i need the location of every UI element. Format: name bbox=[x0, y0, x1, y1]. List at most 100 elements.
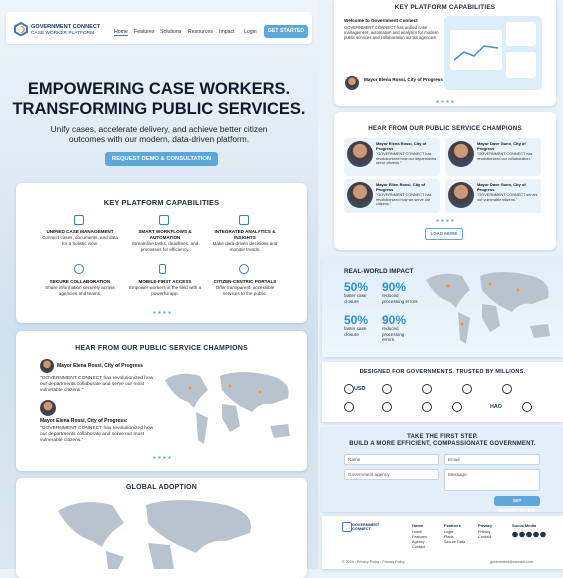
icon bbox=[239, 215, 249, 225]
avatar bbox=[40, 359, 54, 373]
feature-title: CITIZEN-CENTRIC PORTALS bbox=[213, 279, 277, 284]
logo-seal bbox=[462, 384, 472, 394]
trust-section bbox=[322, 362, 563, 422]
email-input[interactable]: Email bbox=[444, 454, 540, 465]
testimonial-name: Mayor Ellen Rossi, City of Progress bbox=[376, 182, 426, 192]
message-input[interactable]: Message bbox=[444, 469, 540, 491]
feature-text: Connect cases, documents, and data for a… bbox=[42, 235, 118, 246]
testimonial-name: Mayor Elena Rossi, City of Progress bbox=[376, 141, 427, 151]
feature-text: Streamline tasks, deadlines, and process… bbox=[131, 241, 199, 252]
name-input[interactable]: Name bbox=[344, 454, 439, 465]
footer-link[interactable]: Plans bbox=[444, 535, 454, 539]
secondary-page: KEY PLATFORM CAPABILITIES Welcome to Gov… bbox=[322, 0, 563, 569]
footer-link[interactable]: Home bbox=[412, 530, 423, 534]
carousel-dots[interactable] bbox=[435, 219, 455, 222]
social-icons[interactable] bbox=[512, 531, 546, 538]
footer-heading: Home bbox=[412, 523, 424, 528]
testimonial-name: Mayor Elena Rossi, City of Progress: bbox=[40, 418, 128, 424]
features-card bbox=[16, 183, 307, 323]
section-title: GLOBAL ADOPTION bbox=[125, 484, 198, 491]
footer-link[interactable]: Agency bbox=[412, 540, 425, 544]
testimonial-quote: "GOVERNMENT CONNECT serves our vulnerabl… bbox=[477, 193, 538, 202]
section-title: KEY PLATFORM CAPABILITIES bbox=[394, 4, 496, 11]
section-title: KEY PLATFORM CAPABILITIES bbox=[103, 198, 220, 207]
contact-title: TAKE THE FIRST STEP. bbox=[407, 434, 478, 440]
nav-link[interactable]: Home bbox=[114, 29, 128, 36]
load-more-button[interactable]: LOAD MORE bbox=[425, 228, 463, 240]
testimonial-name: Mayor Elena Rossi, City of Progress bbox=[57, 363, 143, 369]
nav-link[interactable]: Features bbox=[134, 29, 155, 35]
avatar bbox=[347, 141, 373, 167]
carousel-dots[interactable] bbox=[152, 456, 172, 459]
stat-label: reduced processing errors bbox=[382, 293, 418, 304]
footer-link[interactable]: Login bbox=[444, 530, 454, 534]
feature-title: SECURE COLLABORATION bbox=[49, 279, 111, 284]
feature-text: Share information securely across agenci… bbox=[45, 285, 115, 296]
feature-title: UNIFIED CASE MANAGEMENT bbox=[46, 229, 114, 234]
avatar bbox=[40, 400, 56, 416]
brand-sub: CASE WORKER PLATFORM bbox=[31, 31, 95, 36]
nav-link[interactable]: Impact bbox=[219, 29, 235, 35]
icon bbox=[159, 264, 166, 274]
testimonial-name: Mayor Elena Rossi, City of Progress bbox=[364, 77, 443, 82]
logo-seal bbox=[382, 384, 392, 394]
logo-seal bbox=[422, 384, 432, 394]
carousel-dots[interactable] bbox=[435, 100, 455, 103]
logo-seal bbox=[522, 402, 532, 412]
nav-link[interactable]: Solutions bbox=[160, 29, 182, 35]
avatar bbox=[347, 182, 373, 208]
agency-select[interactable]: Government agency bbox=[344, 469, 439, 480]
logo-seal bbox=[502, 384, 512, 394]
footer-email: government@connect.com bbox=[490, 560, 534, 564]
footer-heading: Social Media bbox=[512, 523, 537, 528]
logo-seal bbox=[344, 402, 354, 412]
body-text: GOVERNMENT CONNECT has unified case mana… bbox=[344, 25, 439, 41]
contact-title: BUILD A MORE EFFICIENT, COMPASSIONATE GO… bbox=[349, 441, 536, 447]
submit-button[interactable]: GET DEMONSTRATION bbox=[494, 496, 540, 513]
footer-link[interactable]: Privacy bbox=[478, 530, 491, 534]
testimonial-quote: "GOVERNMENT CONNECT has revolutionized h… bbox=[376, 152, 437, 166]
testimonial-quote: "GOVERNMENT CONNECT has revolutionized h… bbox=[40, 376, 154, 393]
icon bbox=[159, 215, 169, 225]
hero-title: EMPOWERING CASE WORKERS. bbox=[27, 80, 291, 98]
section-title: HEAR FROM OUR PUBLIC SERVICE CHAMPIONS bbox=[75, 345, 248, 352]
get-started-button[interactable]: GET STARTED bbox=[264, 25, 308, 38]
logo-seal bbox=[382, 402, 392, 412]
feature-title: INTEGRATED ANALYTICS & INSIGHTS bbox=[214, 229, 276, 240]
avatar bbox=[345, 76, 359, 90]
stat-value: 50% bbox=[344, 280, 369, 294]
heading: Welcome to Government Connect bbox=[344, 18, 418, 23]
world-map bbox=[165, 372, 290, 444]
logo bbox=[14, 22, 28, 36]
footer-link[interactable]: Secure Data bbox=[444, 540, 466, 544]
testimonial-quote: "GOVERNMENT CONNECT has revolutionized o… bbox=[477, 152, 533, 161]
world-map bbox=[58, 500, 251, 569]
nav-bar bbox=[6, 12, 312, 44]
logo-seal bbox=[344, 384, 354, 394]
footer bbox=[322, 516, 563, 569]
carousel-dots[interactable] bbox=[152, 311, 172, 314]
testimonial-quote: "GOVERNMENT CONNECT has revolutionized h… bbox=[376, 193, 432, 207]
nav-link[interactable]: Login bbox=[244, 29, 257, 35]
stat-label: reduced processing errors bbox=[382, 326, 405, 343]
footer-brand: GOVERNMENT CONNECT bbox=[352, 523, 380, 531]
footer-link[interactable]: Features bbox=[412, 535, 427, 539]
footer-heading: Privacy bbox=[478, 523, 493, 528]
footer-heading: Features bbox=[444, 523, 461, 528]
section-title: HEAR FROM OUR PUBLIC SERVICE CHAMPIONS bbox=[368, 125, 522, 132]
icon bbox=[239, 264, 249, 274]
partner-logo: HAO bbox=[490, 404, 502, 410]
nav-link[interactable]: Resources bbox=[188, 29, 213, 35]
stat-label: faster case closure bbox=[344, 293, 367, 304]
icon bbox=[74, 264, 84, 274]
hero-subtitle: Unify cases, accelerate delivery, and ac… bbox=[50, 124, 268, 144]
footer-link[interactable]: Contact bbox=[478, 535, 492, 539]
copyright: © 2024 · Privacy Policy · Privacy Policy bbox=[342, 560, 405, 564]
stat-label: faster case closure bbox=[344, 326, 367, 337]
brand: GOVERNMENT CONNECT bbox=[31, 24, 101, 30]
feature-title: SMART WORKFLOWS & AUTOMATION bbox=[138, 229, 192, 240]
stat-value: 90% bbox=[382, 313, 407, 327]
stat-value: 90% bbox=[382, 280, 407, 294]
demo-button[interactable]: REQUEST DEMO & CONSULTATION bbox=[105, 152, 218, 166]
footer-link[interactable]: Contact bbox=[412, 545, 426, 549]
